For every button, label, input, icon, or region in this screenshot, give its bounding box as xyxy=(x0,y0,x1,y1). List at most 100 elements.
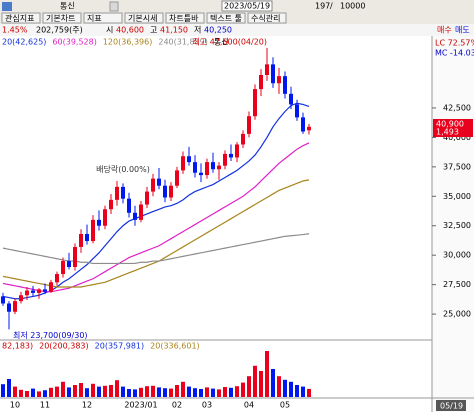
toolbar-button-label[interactable]: 수식관리 xyxy=(251,13,280,23)
volume-bar xyxy=(283,379,287,397)
volume-bar xyxy=(145,386,149,397)
volume-bar xyxy=(139,387,143,397)
icon[interactable] xyxy=(2,2,12,11)
buy[interactable]: 매수 xyxy=(437,26,452,35)
candle-body xyxy=(217,165,221,170)
toolbar-button-label[interactable]: 텍스트 툴 xyxy=(210,13,242,23)
candle-body xyxy=(85,233,89,242)
toolbar-button[interactable] xyxy=(42,12,82,24)
candle-body xyxy=(31,290,35,293)
volume-bar xyxy=(211,388,215,397)
volume-bar xyxy=(79,383,83,397)
volume-bar xyxy=(187,386,191,397)
toolbar-button[interactable] xyxy=(1,12,41,24)
volume-bar xyxy=(103,385,107,397)
legend-entry: 60(39,528) xyxy=(52,38,96,47)
info-bg xyxy=(0,24,474,36)
toolbar-button-label[interactable]: 기본차트 xyxy=(46,14,75,23)
y-tick-label: 27,500 xyxy=(443,280,471,289)
toolbar-button-label[interactable]: 관심지표 xyxy=(5,13,34,23)
candle-body xyxy=(37,289,41,293)
low-label: 저 xyxy=(194,26,201,35)
toolbar-button-label[interactable]: 차트틀바 xyxy=(169,13,199,23)
volume-bar xyxy=(235,386,239,397)
candle-body xyxy=(157,178,161,186)
candle-body xyxy=(127,198,131,213)
candle-body xyxy=(229,153,233,158)
date-box[interactable] xyxy=(221,0,273,12)
volume-bar xyxy=(193,388,197,397)
volume-bar xyxy=(229,387,233,397)
volume-bar xyxy=(115,380,119,397)
volume: 202,759(주) xyxy=(36,26,83,35)
x-tick-label: 03 xyxy=(202,401,212,410)
volume-bar xyxy=(67,387,71,397)
toolbar-button[interactable] xyxy=(83,12,123,24)
date[interactable]: 2023/05/19 xyxy=(224,2,270,11)
legend-entry: 20(42,625) xyxy=(2,38,46,47)
volume-bar xyxy=(277,376,281,397)
volume-bar xyxy=(223,387,227,397)
volume-legend: 20(336,601) xyxy=(150,342,200,351)
volume-bar xyxy=(7,379,11,397)
volume-bar xyxy=(133,389,137,397)
candle-body xyxy=(289,93,293,105)
cursor-date-box xyxy=(436,400,466,411)
volume-bar xyxy=(37,391,41,397)
volume-bar xyxy=(217,389,221,397)
annotation: 최저 23,700(09/30) xyxy=(13,330,88,340)
volume-bar xyxy=(55,386,59,397)
candle-body xyxy=(163,185,167,198)
toolbar-button-label[interactable]: 기본시세 xyxy=(128,14,157,23)
volume-bar xyxy=(205,387,209,397)
icon[interactable] xyxy=(109,1,119,12)
slash: / xyxy=(330,2,333,11)
toolbar-button[interactable] xyxy=(165,12,205,24)
y-tick-label: 42,500 xyxy=(443,103,471,112)
candle-body xyxy=(121,186,125,199)
volume-bar xyxy=(241,382,245,397)
candle-body xyxy=(49,282,53,292)
volume-bar xyxy=(157,387,161,397)
candle-body xyxy=(19,295,23,302)
candle-body xyxy=(91,219,95,242)
open: 40,600 xyxy=(116,26,144,35)
toolbar-button[interactable] xyxy=(206,12,246,24)
y-tick-label: 25,000 xyxy=(443,310,471,319)
y-tick-label: 37,500 xyxy=(443,162,471,171)
toolbar-button[interactable] xyxy=(247,12,287,24)
count[interactable]: 197 xyxy=(315,2,330,11)
toolbar-button[interactable] xyxy=(124,12,164,24)
volume-bar xyxy=(271,369,275,397)
volume-bar xyxy=(181,381,185,397)
candle-body xyxy=(205,162,209,176)
volume-bar xyxy=(73,385,77,397)
toolbar-button-label[interactable]: 지표 xyxy=(87,14,102,23)
volume-bar xyxy=(13,386,17,397)
candle-body xyxy=(73,246,77,267)
axis-panel xyxy=(432,36,474,412)
y-tick-label: 35,000 xyxy=(443,192,471,201)
candle-body xyxy=(61,261,65,275)
max[interactable]: 10000 xyxy=(340,2,365,11)
candle-body xyxy=(55,274,59,283)
volume-bar xyxy=(301,386,305,397)
candle-body xyxy=(247,116,251,134)
candle-body xyxy=(307,126,311,131)
volume-bar xyxy=(85,388,89,397)
stock-name[interactable]: 통신 xyxy=(60,2,75,11)
volume-bar xyxy=(265,351,269,397)
volume-bar xyxy=(295,385,299,397)
candle-body xyxy=(277,76,281,84)
candle-body xyxy=(241,133,245,145)
candle-body xyxy=(109,199,113,210)
volume-bar xyxy=(43,390,47,397)
candle-body xyxy=(169,185,173,198)
candle-body xyxy=(79,233,83,247)
candle-body xyxy=(103,209,107,226)
candle-body xyxy=(295,104,299,118)
candle-body xyxy=(253,89,257,117)
cursor-date: 05/19 xyxy=(440,402,463,411)
sell[interactable]: 매도 xyxy=(455,26,470,35)
